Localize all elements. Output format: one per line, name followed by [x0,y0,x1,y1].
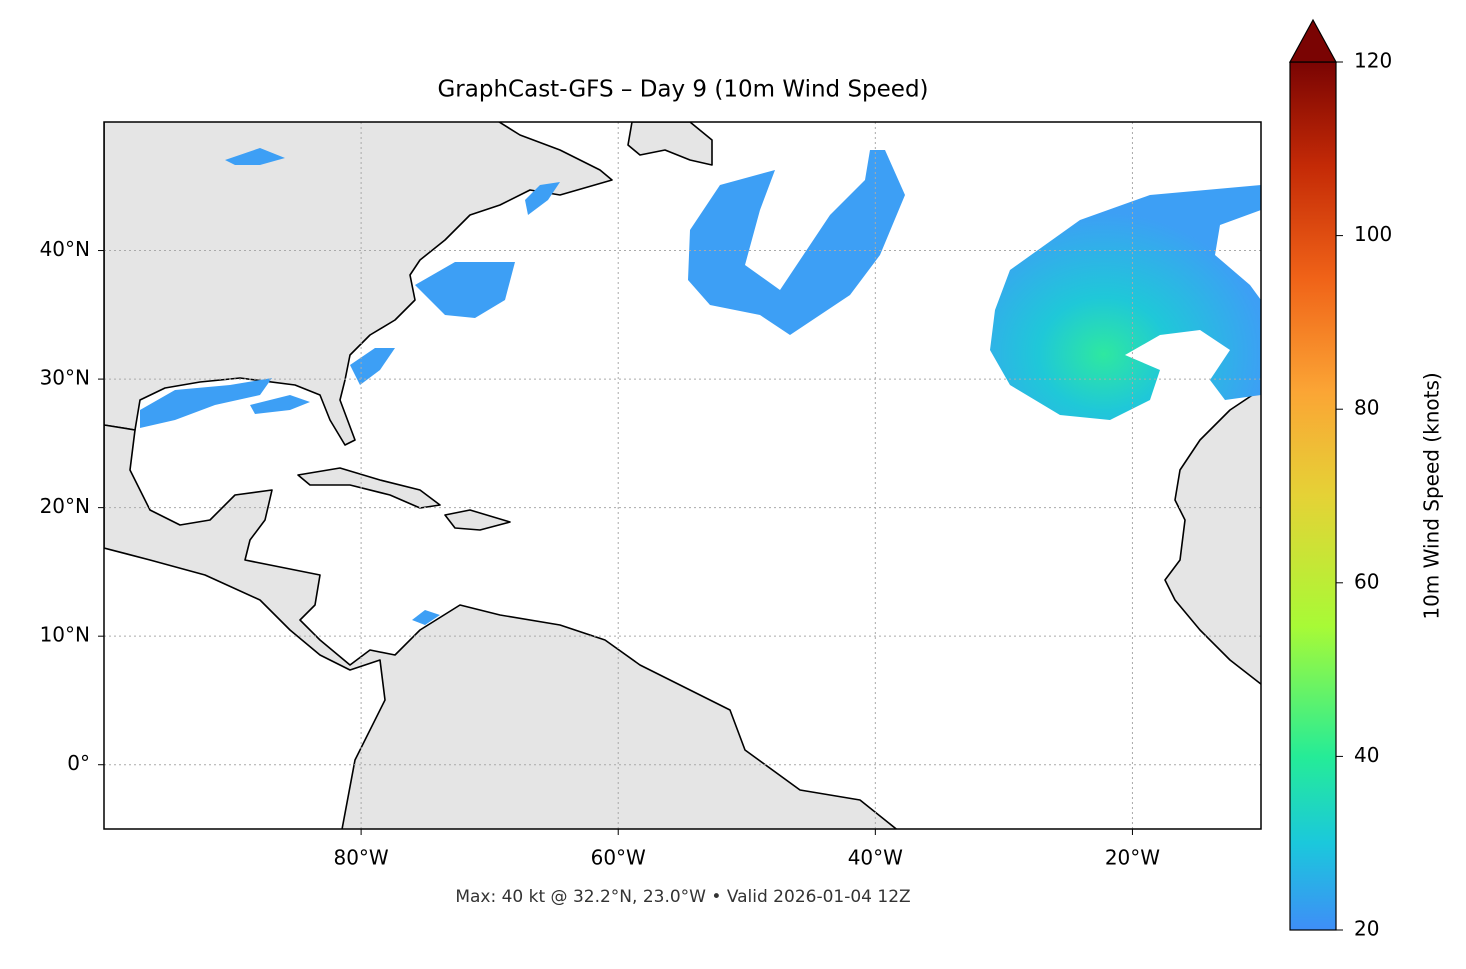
colorbar [1289,61,1337,931]
wind-gulf [140,378,272,428]
chart-title: GraphCast-GFS – Day 9 (10m Wind Speed) [437,77,928,103]
y-tick-label: 10°N [40,623,90,647]
x-tick-label: 80°W [333,846,388,870]
africa [1164,388,1261,686]
wind-gulf-2 [250,395,310,414]
map-area [104,122,1261,829]
colorbar-tick-label: 20 [1354,917,1379,941]
colorbar-tick-label: 80 [1354,396,1379,420]
y-tick-label: 20°N [40,494,90,518]
wind-florida [350,348,395,385]
wind-maritimes [525,182,560,215]
wind-storm [990,185,1261,420]
map-frame [103,121,1262,830]
wind-front-1 [688,150,905,335]
wind-lakes [225,148,285,165]
footer-note: Max: 40 kt @ 32.2°N, 23.0°W • Valid 2026… [455,887,910,907]
cuba [297,467,441,509]
wind-carolina [415,262,515,318]
wind-venezuela [412,610,440,625]
x-tick-label: 40°W [848,846,903,870]
colorbar-tick-label: 120 [1354,49,1392,73]
y-tick-label: 0° [67,751,90,775]
colorbar-tick-label: 100 [1354,222,1392,246]
colorbar-extend [1288,18,1338,63]
y-tick-label: 30°N [40,366,90,390]
colorbar-tick-label: 60 [1354,569,1379,593]
y-tick-label: 40°N [40,237,90,261]
central-south-america [104,424,898,829]
colorbar-label: 10m Wind Speed (knots) [1420,372,1444,619]
north-america [104,122,613,446]
x-tick-label: 60°W [591,846,646,870]
hispaniola [444,509,511,531]
colorbar-tick-label: 40 [1354,743,1379,767]
newfoundland [627,122,713,166]
x-tick-label: 20°W [1105,846,1160,870]
